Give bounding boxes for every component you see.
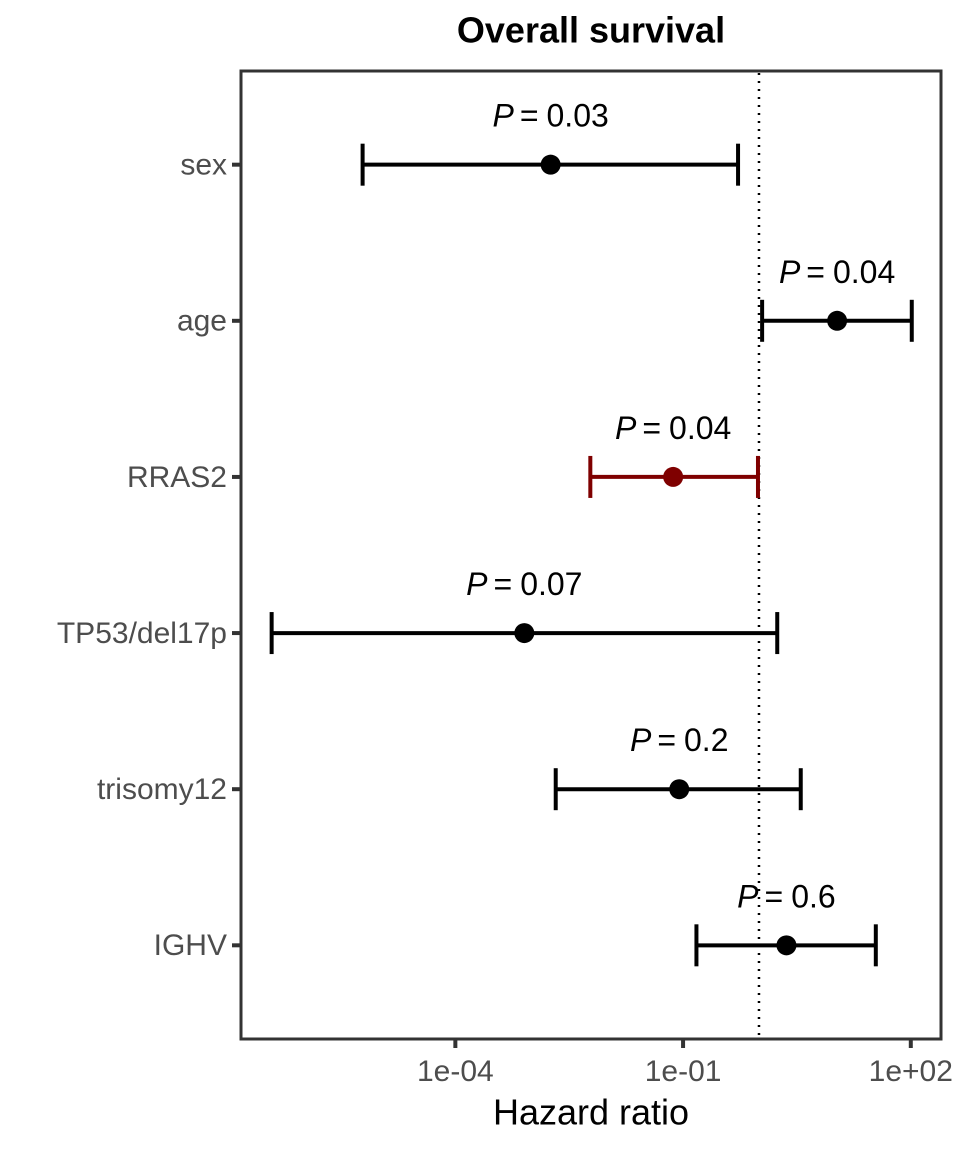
- p-value: 0.6: [791, 879, 835, 915]
- plot-border: [239, 69, 943, 1041]
- p-symbol: P: [779, 254, 801, 290]
- p-symbol: P: [737, 879, 759, 915]
- p-sign: =: [494, 567, 513, 603]
- p-value-label: P = 0.04: [615, 410, 731, 446]
- point: [669, 779, 690, 800]
- p-value: 0.04: [669, 410, 731, 446]
- p-symbol: P: [492, 98, 514, 134]
- y-tick-label: RRAS2: [127, 461, 227, 494]
- p-value: 0.07: [520, 567, 582, 603]
- p-sign: =: [765, 879, 784, 915]
- chart-title: Overall survival: [457, 10, 725, 51]
- x-tick-label: 1e-01: [645, 1055, 722, 1088]
- x-tick-label: 1e-04: [417, 1055, 494, 1088]
- p-symbol: P: [615, 410, 637, 446]
- p-sign: =: [657, 723, 676, 759]
- y-tick-label: IGHV: [154, 929, 227, 962]
- p-value: 0.2: [684, 723, 728, 759]
- p-value-label: P = 0.6: [737, 879, 836, 915]
- point: [827, 310, 848, 331]
- p-value-label: P = 0.04: [779, 254, 895, 290]
- p-sign: =: [520, 98, 539, 134]
- p-sign: =: [642, 410, 661, 446]
- p-value: 0.03: [547, 98, 609, 134]
- y-tick-label: trisomy12: [97, 773, 227, 806]
- p-symbol: P: [630, 723, 652, 759]
- p-sign: =: [806, 254, 825, 290]
- p-value-label: P = 0.07: [466, 567, 582, 603]
- point: [663, 466, 684, 487]
- point: [514, 623, 535, 644]
- p-value: 0.04: [833, 254, 895, 290]
- x-axis-title: Hazard ratio: [493, 1092, 689, 1133]
- p-symbol: P: [466, 567, 488, 603]
- x-tick-label: 1e+02: [869, 1055, 953, 1088]
- point: [776, 935, 797, 956]
- y-tick-label: TP53/del17p: [57, 617, 227, 650]
- p-value-label: P = 0.03: [492, 98, 608, 134]
- y-tick-label: sex: [180, 149, 227, 182]
- p-value-label: P = 0.2: [630, 723, 729, 759]
- y-tick-label: age: [177, 305, 227, 338]
- point: [540, 154, 561, 175]
